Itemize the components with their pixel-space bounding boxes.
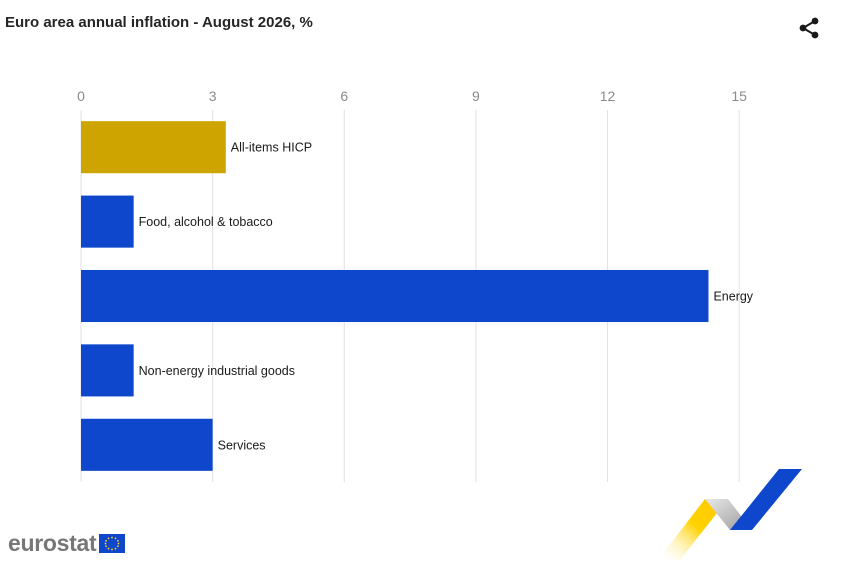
category-label: Food, alcohol & tobacco xyxy=(139,215,273,229)
category-label: Energy xyxy=(713,290,753,304)
x-tick-label: 15 xyxy=(731,88,747,104)
chart-title: Euro area annual inflation - August 2026… xyxy=(5,14,313,31)
x-tick-label: 9 xyxy=(472,88,480,104)
bar[interactable] xyxy=(81,121,226,174)
category-label: Services xyxy=(218,438,266,452)
x-tick-label: 3 xyxy=(209,88,217,104)
category-label: Non-energy industrial goods xyxy=(139,364,295,378)
x-tick-label: 12 xyxy=(600,88,616,104)
eurostat-brand-graphic xyxy=(658,469,802,560)
bar[interactable] xyxy=(81,344,134,397)
bar[interactable] xyxy=(81,418,213,471)
eurostat-wordmark: eurostat xyxy=(8,529,97,556)
share-icon[interactable] xyxy=(797,16,821,40)
eurostat-logo: eurostat xyxy=(8,529,126,556)
x-tick-label: 6 xyxy=(340,88,348,104)
category-label: All-items HICP xyxy=(231,141,312,155)
eu-flag-icon xyxy=(99,533,126,553)
bar[interactable] xyxy=(81,269,709,323)
x-tick-label: 0 xyxy=(77,88,85,104)
bar[interactable] xyxy=(81,195,134,248)
